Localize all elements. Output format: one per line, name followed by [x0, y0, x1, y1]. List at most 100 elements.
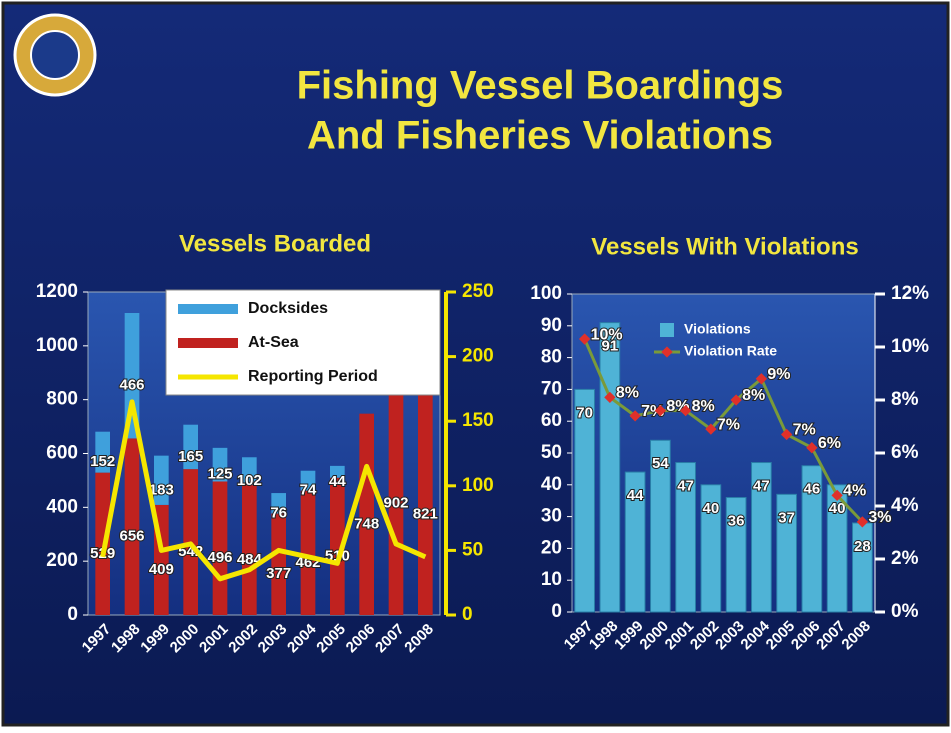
value-label: 8% — [616, 385, 639, 402]
value-label: 183 — [149, 481, 174, 498]
y2-tick-label: 150 — [462, 410, 494, 431]
marker — [679, 404, 692, 417]
marker — [730, 394, 742, 406]
value-label: 102 — [237, 472, 262, 489]
y-tick-label: 20 — [541, 537, 562, 558]
bar-segment — [271, 493, 286, 514]
bar-segment — [154, 455, 169, 505]
bar-segment — [124, 438, 140, 615]
value-label: 28 — [854, 538, 871, 555]
y2-tick-label: 12% — [891, 283, 929, 304]
value-label: 37 — [778, 509, 795, 526]
y2-tick-label: 50 — [462, 539, 483, 560]
marker — [604, 391, 616, 404]
marker — [831, 489, 843, 502]
value-label: 54 — [652, 455, 669, 472]
y-tick-label: 800 — [46, 389, 78, 410]
value-label: 46 — [804, 481, 821, 498]
y-tick-label: 100 — [530, 283, 562, 304]
value-label: 47 — [753, 478, 770, 495]
value-label: 44 — [329, 473, 346, 490]
legend-label: Reporting Period — [248, 368, 378, 385]
value-label: 40 — [703, 500, 720, 517]
y2-tick-label: 0 — [462, 604, 473, 625]
value-label: 466 — [119, 377, 144, 394]
value-label: 74 — [300, 482, 317, 499]
value-label: 8% — [692, 398, 715, 415]
legend-label: At-Sea — [248, 334, 299, 351]
bar — [574, 388, 595, 613]
marker — [705, 423, 717, 435]
value-label: 91 — [602, 338, 619, 355]
bar — [801, 465, 823, 613]
bar-segment — [359, 413, 374, 615]
legend-swatch — [178, 304, 238, 314]
bar-segment — [300, 470, 316, 491]
y2-tick-label: 2% — [891, 548, 919, 569]
bar-segment — [388, 372, 404, 615]
bar-segment — [330, 465, 345, 478]
y-tick-label: 30 — [541, 506, 562, 527]
value-label: 36 — [728, 512, 745, 529]
value-label: 125 — [207, 466, 232, 483]
bar-segment — [271, 513, 286, 615]
value-label: 3% — [868, 509, 891, 526]
value-label: 7% — [793, 422, 816, 439]
y-tick-label: 400 — [46, 496, 78, 517]
value-label: 8% — [742, 387, 765, 404]
legend-label: Docksides — [248, 300, 328, 317]
y2-tick-label: 10% — [891, 336, 929, 357]
value-label: 4% — [843, 483, 866, 500]
value-label: 152 — [90, 453, 115, 470]
bar — [624, 471, 646, 613]
value-label: 76 — [270, 504, 287, 521]
legend-swatch — [660, 323, 674, 337]
bar-segment — [418, 394, 433, 615]
marker — [629, 410, 641, 422]
value-label: 377 — [266, 565, 291, 582]
value-label: 47 — [677, 478, 694, 495]
bar — [650, 439, 671, 613]
chart-title: Vessels With Violations — [591, 233, 858, 260]
logo-inner — [30, 30, 80, 80]
value-label: 70 — [576, 404, 593, 421]
y-tick-label: 0 — [67, 604, 78, 625]
y-tick-label: 80 — [541, 347, 562, 368]
value-label: 496 — [207, 549, 232, 566]
value-label: 6% — [818, 435, 841, 452]
marker — [856, 516, 869, 528]
bar — [700, 484, 722, 613]
value-label: 10% — [591, 326, 623, 343]
marker — [806, 442, 818, 454]
y2-tick-label: 250 — [462, 281, 494, 302]
bar — [675, 462, 696, 613]
slide-title: Fishing Vessel Boardings — [297, 64, 784, 108]
legend-label: Violation Rate — [684, 343, 777, 359]
y2-tick-label: 6% — [891, 442, 919, 463]
bar — [725, 497, 747, 613]
bar — [599, 322, 621, 613]
bar-segment — [300, 490, 316, 615]
value-label: 7% — [717, 416, 740, 433]
y-tick-label: 200 — [46, 550, 78, 571]
marker — [578, 333, 591, 345]
y2-tick-label: 4% — [891, 495, 919, 516]
bar — [826, 484, 848, 613]
y2-tick-label: 200 — [462, 346, 494, 367]
marker — [780, 428, 793, 441]
y-tick-label: 0 — [551, 601, 562, 622]
value-label: 44 — [627, 487, 644, 504]
bar — [751, 462, 772, 613]
line — [583, 338, 864, 523]
value-label: 165 — [178, 448, 203, 465]
marker — [755, 373, 768, 385]
value-label: 821 — [413, 505, 438, 522]
value-label: 748 — [354, 515, 379, 532]
line — [100, 399, 427, 582]
y-tick-label: 600 — [46, 443, 78, 464]
y-tick-label: 1200 — [36, 281, 78, 302]
bar-segment — [242, 457, 257, 485]
y-tick-label: 90 — [541, 315, 562, 336]
y-tick-label: 70 — [541, 378, 562, 399]
